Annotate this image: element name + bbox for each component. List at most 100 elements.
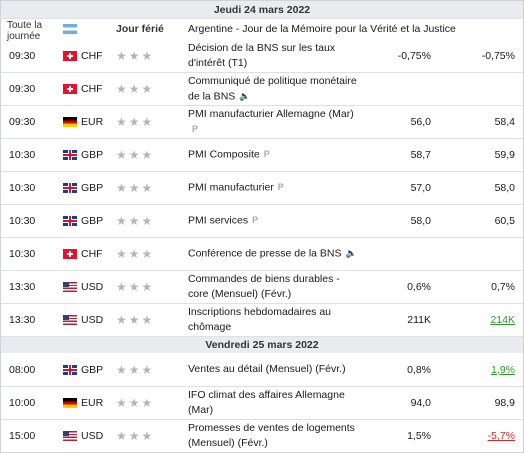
star-icon: ★ [141, 362, 153, 377]
speaker-icon: 🔈 [239, 90, 251, 101]
event-currency: EUR [81, 397, 104, 409]
star-icon: ★ [116, 247, 127, 261]
event-row[interactable]: 13:30 USD ★ ★ ★ Inscriptions hebdomadaires au… [1, 303, 523, 336]
importance-stars: ★ ★ ★ [116, 215, 176, 227]
event-name[interactable]: Décision de la BNS sur les taux d'intérê… [188, 41, 358, 71]
event-currency: GBP [81, 149, 104, 161]
event-previous: 98,9 [494, 397, 515, 409]
day-title: Vendredi 25 mars 2022 [205, 339, 319, 351]
ch-flag-icon [63, 249, 77, 259]
event-previous: 0,7% [491, 281, 515, 293]
event-currency: GBP [81, 215, 104, 227]
event-time: 09:30 [9, 49, 36, 62]
star-icon: ★ [141, 313, 153, 327]
event-row[interactable]: 15:00 USD ★ ★ ★ Promesses de ventes de logeme… [1, 419, 523, 452]
event-name-text: PMI manufacturier [188, 181, 274, 194]
event-actual: -0,75% [397, 49, 431, 62]
importance-stars: ★ ★ ★ [116, 281, 176, 293]
star-icon: ★ [141, 396, 153, 410]
de-flag-icon [63, 398, 77, 408]
event-actual: 58,0 [410, 215, 431, 227]
event-row[interactable]: 09:30 EUR ★ ★ ★ PMI manufacturier Allemagne (… [1, 105, 523, 138]
event-name[interactable]: PMI services P [188, 213, 358, 228]
star-icon: ★ [128, 115, 140, 129]
event-actual: 94,0 [410, 397, 431, 409]
event-row[interactable]: 10:30 GBP ★ ★ ★ PMI manufacturier P 57,0 58,0 [1, 171, 523, 204]
event-row[interactable]: 13:30 USD ★ ★ ★ Commandes de biens durables -… [1, 270, 523, 303]
event-row[interactable]: 10:00 EUR ★ ★ ★ IFO climat des affaires Allem… [1, 386, 523, 419]
star-icon: ★ [141, 148, 153, 162]
preliminary-icon: P [192, 123, 199, 134]
event-row[interactable]: 09:30 CHF ★ ★ ★ Décision de la BNS sur les ta… [1, 39, 523, 72]
event-currency: GBP [81, 363, 104, 376]
importance-stars: ★ ★ ★ [116, 248, 176, 260]
event-name[interactable]: Promesses de ventes de logements (Mensue… [188, 421, 358, 451]
event-name[interactable]: Conférence de presse de la BNS 🔈 [188, 246, 358, 261]
event-name-text: Commandes de biens durables - core (Mens… [188, 273, 340, 300]
event-previous: 60,5 [494, 215, 515, 227]
star-icon: ★ [141, 280, 153, 294]
star-icon: ★ [128, 280, 140, 294]
event-row[interactable]: 10:30 CHF ★ ★ ★ Conférence de presse de la BN… [1, 237, 523, 270]
holiday-label: Jour férié [116, 23, 164, 35]
event-row[interactable]: 10:30 GBP ★ ★ ★ PMI services P 58,0 60,5 [1, 204, 523, 237]
event-name[interactable]: Ventes au détail (Mensuel) (Févr.) [188, 362, 358, 377]
event-actual: 1,5% [407, 430, 431, 442]
event-name[interactable]: PMI manufacturier P [188, 180, 358, 195]
star-icon: ★ [141, 429, 153, 443]
event-name[interactable]: PMI Composite P [188, 147, 358, 162]
event-name-text: Conférence de presse de la BNS [188, 247, 342, 260]
holiday-event: Argentine - Jour de la Mémoire pour la V… [188, 22, 456, 35]
star-icon: ★ [141, 82, 153, 96]
gb-flag-icon [63, 364, 77, 375]
event-name[interactable]: Inscriptions hebdomadaires au chômage [188, 305, 358, 335]
event-name-text: Communiqué de politique monétaire de la … [188, 74, 357, 103]
preliminary-icon: P [263, 149, 270, 160]
event-currency: CHF [81, 83, 103, 95]
star-icon: ★ [116, 48, 127, 63]
star-icon: ★ [116, 396, 127, 410]
star-icon: ★ [128, 362, 140, 377]
gb-flag-icon [63, 183, 77, 193]
event-name-text: Promesses de ventes de logements (Mensue… [188, 422, 355, 449]
star-icon: ★ [128, 82, 140, 96]
us-flag-icon [63, 315, 77, 325]
all-day-label: Toute la journée [7, 20, 43, 42]
importance-stars: ★ ★ ★ [116, 314, 176, 326]
star-icon: ★ [141, 181, 153, 195]
event-actual: 57,0 [410, 182, 431, 194]
event-row[interactable]: 08:00 GBP ★ ★ ★ Ventes au détail (Mensuel) (F… [1, 353, 523, 386]
event-time: 10:00 [9, 397, 36, 409]
event-name[interactable]: Commandes de biens durables - core (Mens… [188, 272, 358, 302]
event-row[interactable]: 09:30 CHF ★ ★ ★ Communiqué de politique monét… [1, 72, 523, 105]
star-icon: ★ [128, 247, 140, 261]
argentina-flag-icon [63, 24, 77, 34]
event-previous: 214K [490, 314, 515, 326]
event-time: 08:00 [9, 363, 36, 376]
importance-stars: ★ ★ ★ [116, 430, 176, 442]
event-previous: 59,9 [494, 149, 515, 161]
star-icon: ★ [141, 214, 153, 228]
event-name-text: PMI services [188, 214, 249, 227]
event-row[interactable]: 10:30 GBP ★ ★ ★ PMI Composite P 58,7 59,9 [1, 138, 523, 171]
speaker-icon: 🔈 [345, 248, 357, 259]
event-currency: GBP [81, 182, 104, 194]
event-previous: 1,9% [491, 363, 515, 376]
ch-flag-icon [63, 50, 77, 61]
event-actual: 56,0 [410, 116, 431, 128]
event-time: 10:30 [9, 248, 36, 260]
event-name[interactable]: IFO climat des affaires Allemagne (Mar) [188, 388, 358, 418]
star-icon: ★ [141, 48, 153, 63]
star-icon: ★ [128, 48, 140, 63]
event-name-text: PMI manufacturier Allemagne (Mar) [188, 107, 354, 120]
event-name[interactable]: PMI manufacturier Allemagne (Mar) P [188, 107, 358, 137]
holiday-row: Toute la journée Jour férié Argentine - … [1, 18, 523, 42]
event-time: 10:30 [9, 182, 36, 194]
event-name[interactable]: Communiqué de politique monétaire de la … [188, 74, 358, 104]
importance-stars: ★ ★ ★ [116, 50, 176, 62]
event-actual: 58,7 [410, 149, 431, 161]
gb-flag-icon [63, 150, 77, 160]
event-currency: CHF [81, 49, 103, 62]
star-icon: ★ [128, 181, 140, 195]
day-title: Jeudi 24 mars 2022 [213, 3, 311, 16]
